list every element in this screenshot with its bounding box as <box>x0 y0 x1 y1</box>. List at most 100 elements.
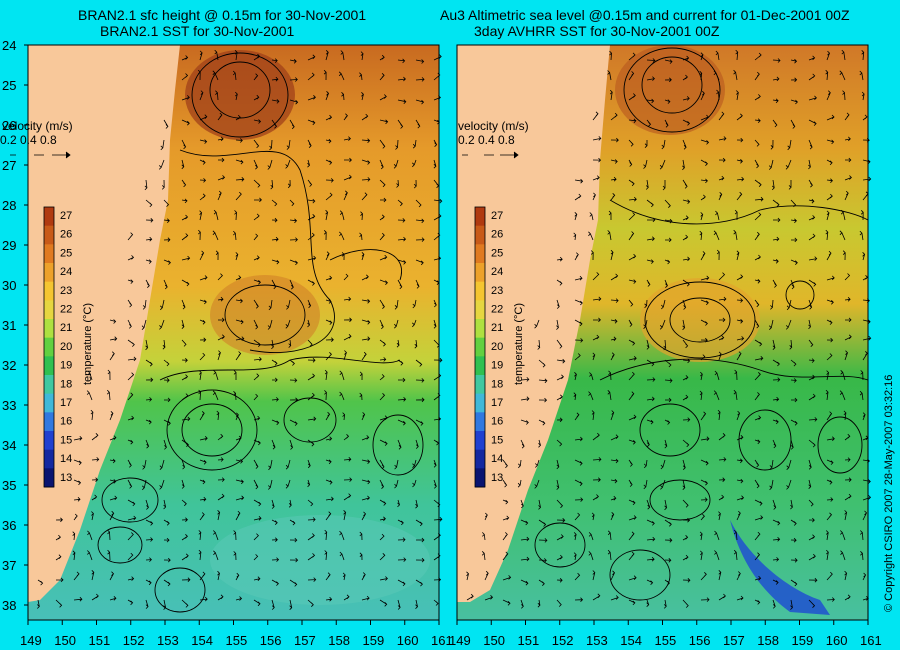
svg-text:0.4: 0.4 <box>20 133 37 147</box>
svg-text:velocity (m/s): velocity (m/s) <box>458 119 529 133</box>
lat-tick-label: 32 <box>2 358 16 373</box>
colorbar-tick-label: 16 <box>60 416 72 428</box>
copyright-notice: © Copyright CSIRO 2007 28-May-2007 03:32… <box>883 374 895 612</box>
longitude-ticks-left: 149 150 151 152 153 154 155 156 157 158 159 160 161 <box>20 620 453 648</box>
colorbar-swatch <box>475 337 485 357</box>
lat-tick-label: 36 <box>2 518 16 533</box>
colorbar-left: 27 26 25 24 23 22 21 20 19 18 17 16 15 14 13 temperatur… <box>43 206 94 488</box>
colorbar-tick-label: 16 <box>491 416 503 428</box>
right-title-line2: 3day AVHRR SST for 30-Nov-2001 00Z <box>474 23 720 39</box>
colorbar-tick-label: 24 <box>491 266 503 278</box>
lat-tick-label: 27 <box>2 158 16 173</box>
lat-tick-label: 38 <box>2 598 16 613</box>
colorbar-tick-label: 13 <box>60 472 72 484</box>
colorbar-swatch <box>44 375 54 395</box>
latitude-ticks-left: 24 25 26 27 28 29 30 31 32 33 34 35 36 37 38 <box>2 38 28 613</box>
svg-text:0.8: 0.8 <box>40 133 57 147</box>
colorbar-swatch <box>475 244 485 264</box>
colorbar-tick-label: 22 <box>491 304 503 316</box>
left-map-panel <box>27 44 440 621</box>
colorbar-swatch <box>475 412 485 432</box>
lon-tick-label: 161 <box>431 633 453 648</box>
colorbar-tick-label: 15 <box>60 434 72 446</box>
colorbar-tick-label: 23 <box>60 285 72 297</box>
lon-tick-label: 149 <box>20 633 42 648</box>
lat-tick-label: 37 <box>2 558 16 573</box>
velocity-legend-right: velocity (m/s) 0.2 0.4 0.8 <box>458 119 529 159</box>
lon-tick-label: 150 <box>54 633 76 648</box>
colorbar-tick-label: 25 <box>60 247 72 259</box>
left-land-mass <box>28 45 180 602</box>
colorbar-swatch <box>475 263 485 283</box>
left-title-line2: BRAN2.1 SST for 30-Nov-2001 <box>100 23 295 39</box>
lon-tick-label: 159 <box>792 633 814 648</box>
colorbar-title: temperature (°C) <box>513 303 525 385</box>
colorbar-tick-label: 19 <box>60 360 72 372</box>
colorbar-swatch <box>44 281 54 301</box>
lon-tick-label: 151 <box>518 633 540 648</box>
colorbar-tick-label: 18 <box>60 378 72 390</box>
colorbar-swatch <box>44 468 54 488</box>
colorbar-tick-label: 26 <box>60 229 72 241</box>
colorbar-swatch <box>475 356 485 376</box>
lon-tick-label: 158 <box>328 633 350 648</box>
lon-tick-label: 155 <box>655 633 677 648</box>
right-land-mass <box>457 45 610 602</box>
colorbar-right: 27 26 25 24 23 22 21 20 19 18 17 16 15 14 13 temperatur… <box>474 206 525 488</box>
svg-text:velocity (m/s): velocity (m/s) <box>2 119 73 133</box>
lat-tick-label: 29 <box>2 238 16 253</box>
colorbar-tick-label: 27 <box>491 210 503 222</box>
colorbar-tick-label: 15 <box>491 434 503 446</box>
right-cold-patch <box>730 520 830 615</box>
svg-text:0.2: 0.2 <box>458 133 475 147</box>
lon-tick-label: 152 <box>123 633 145 648</box>
lon-tick-label: 160 <box>826 633 848 648</box>
colorbar-swatch <box>475 207 485 227</box>
colorbar-tick-label: 14 <box>60 453 72 465</box>
colorbar-swatch <box>44 337 54 357</box>
left-warm-eddy <box>185 50 295 140</box>
velocity-vectors <box>37 49 872 610</box>
colorbar-swatch <box>475 449 485 469</box>
right-title-line1: Au3 Altimetric sea level @0.15m and curr… <box>440 7 850 23</box>
colorbar-tick-label: 20 <box>60 341 72 353</box>
colorbar-tick-label: 20 <box>491 341 503 353</box>
right-map-panel <box>456 44 869 621</box>
colorbar-swatch <box>44 393 54 413</box>
lon-tick-label: 157 <box>723 633 745 648</box>
colorbar-tick-label: 14 <box>491 453 503 465</box>
colorbar-tick-label: 21 <box>60 322 72 334</box>
colorbar-swatch <box>44 412 54 432</box>
colorbar-tick-label: 24 <box>60 266 72 278</box>
colorbar-swatch <box>475 468 485 488</box>
colorbar-swatch <box>44 300 54 320</box>
lat-tick-label: 24 <box>2 38 16 53</box>
colorbar-swatch <box>44 225 54 245</box>
left-title-line1: BRAN2.1 sfc height @ 0.15m for 30-Nov-20… <box>78 7 367 23</box>
lat-tick-label: 31 <box>2 318 16 333</box>
svg-text:0.8: 0.8 <box>498 133 515 147</box>
colorbar-tick-label: 25 <box>491 247 503 259</box>
lat-tick-label: 30 <box>2 278 16 293</box>
lat-tick-label: 28 <box>2 198 16 213</box>
colorbar-swatch <box>44 319 54 339</box>
lon-tick-label: 150 <box>483 633 505 648</box>
colorbar-swatch <box>44 263 54 283</box>
svg-text:0.4: 0.4 <box>478 133 495 147</box>
lat-tick-label: 34 <box>2 438 16 453</box>
lon-tick-label: 156 <box>689 633 711 648</box>
lon-tick-label: 154 <box>191 633 213 648</box>
colorbar-swatch <box>475 431 485 451</box>
colorbar-tick-label: 19 <box>491 360 503 372</box>
colorbar-swatch <box>475 375 485 395</box>
lon-tick-label: 156 <box>260 633 282 648</box>
colorbar-tick-label: 26 <box>491 229 503 241</box>
colorbar-tick-label: 22 <box>60 304 72 316</box>
lon-tick-label: 160 <box>397 633 419 648</box>
colorbar-tick-label: 18 <box>491 378 503 390</box>
colorbar-swatch <box>44 449 54 469</box>
colorbar-tick-label: 17 <box>491 397 503 409</box>
lat-tick-label: 33 <box>2 398 16 413</box>
longitude-ticks-right: 149 150 151 152 153 154 155 156 157 158 159 160 161 <box>449 620 882 648</box>
colorbar-swatch <box>475 300 485 320</box>
